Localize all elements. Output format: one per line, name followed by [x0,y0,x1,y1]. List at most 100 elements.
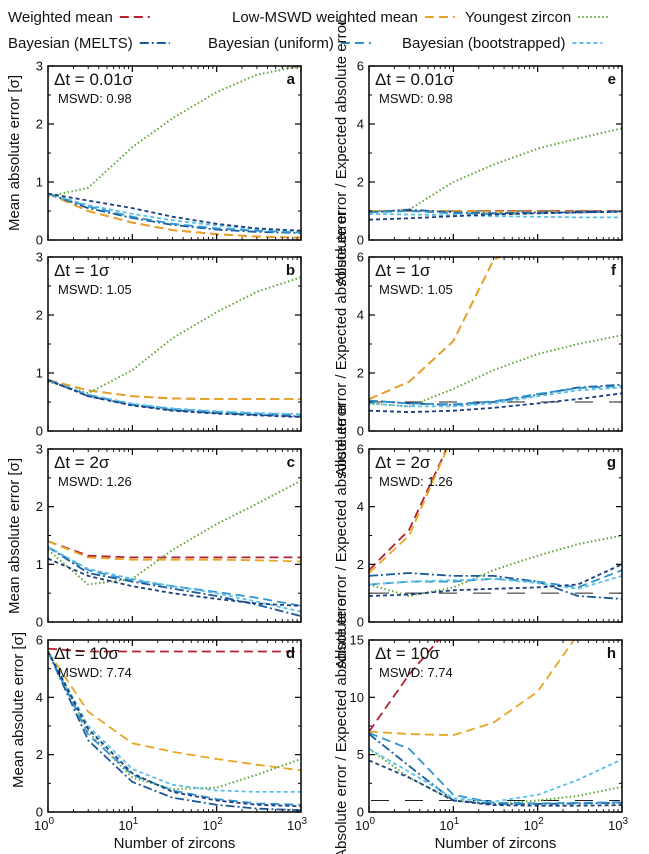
y-tick-label: 0 [357,805,364,820]
series-line [48,379,301,416]
y-tick-label: 0 [357,615,364,630]
panel-letter: f [611,262,617,279]
y-tick-label: 4 [357,117,364,132]
series-line [48,192,301,233]
series-line [369,534,622,597]
series-line [48,379,301,418]
x-tick-exp: 0 [48,816,54,827]
y-axis-label-left: Mean absolute error [σ] [6,75,23,231]
y-axis-label-right: Absolute error / Expected absolute error [333,593,350,854]
series-line [48,651,301,772]
panel-letter: e [608,71,616,88]
series-line [369,748,622,803]
legend-label: Weighted mean [8,9,113,26]
legend-label: Bayesian (MELTS) [8,35,133,52]
series-group [48,66,301,239]
y-tick-label: 0 [357,424,364,439]
y-tick-label: 2 [36,308,43,323]
y-axis-label-right: Absolute error / Expected absolute error [333,403,350,669]
x-tick-label: 102 [203,816,223,833]
series-line [48,651,301,808]
panel-letter: a [287,71,296,88]
series-line [48,546,301,618]
series-line [48,192,301,239]
y-tick-label: 1 [36,175,43,190]
series-line [48,192,301,234]
x-tick-exp: 3 [301,816,307,827]
x-tick-exp: 1 [133,816,139,827]
y-tick-label: 2 [36,117,43,132]
panel-mswd: MSWD: 7.74 [58,665,132,680]
panel-letter: c [287,454,295,471]
y-tick-label: 6 [357,250,364,265]
x-tick-base: 10 [608,818,622,833]
y-tick-label: 2 [357,366,364,381]
series-line [369,759,622,807]
series-line [48,540,301,563]
series-group [48,276,301,418]
legend-label: Bayesian (uniform) [208,35,334,52]
series-line [369,127,622,214]
panel-b: 0 1 2 3 Δt = 1σ MSWD: 1.05 b [36,250,302,439]
series-line [48,651,301,812]
series-line [369,386,622,408]
series-line [369,257,503,400]
panel-e: 0 2 4 6 Δt = 0.01σ MSWD: 0.98 e [357,59,623,248]
panel-a: 0 1 2 3 Δt = 0.01σ MSWD: 0.98 a [36,59,302,248]
y-tick-label: 10 [350,690,364,705]
panel-letter: b [286,262,295,279]
x-tick-base: 10 [287,818,301,833]
series-group [369,127,622,221]
x-tick-label: 103 [287,816,307,833]
panel-mswd: MSWD: 7.74 [379,665,453,680]
y-tick-label: 0 [36,615,43,630]
series-line [48,540,301,559]
series-line [48,479,301,586]
series-line [369,733,622,805]
y-tick-label: 6 [357,442,364,457]
series-line [369,640,576,737]
y-axis-label-right: Absolute error / Expected absolute error [333,211,350,477]
series-group [48,479,301,618]
series-line [369,572,622,600]
series-line [48,546,301,613]
series-line [369,334,622,408]
x-axis-label: Number of zircons [114,835,236,852]
series-line [48,557,301,607]
panel-f: 0 2 4 6 Δt = 1σ MSWD: 1.05 f [357,250,623,439]
x-tick-base: 10 [34,818,48,833]
x-tick-exp: 1 [454,816,460,827]
panel-mswd: MSWD: 0.98 [58,91,132,106]
y-axis-label-left: Mean absolute error [σ] [10,632,27,788]
x-axis-label: Number of zircons [435,835,557,852]
y-tick-label: 4 [357,499,364,514]
y-tick-label: 0 [36,233,43,248]
series-group [369,640,622,807]
x-tick-label: 101 [439,816,459,833]
panel-title: Δt = 10σ [54,644,119,663]
series-line [369,732,622,805]
y-tick-label: 1 [36,557,43,572]
x-tick-base: 10 [118,818,132,833]
y-tick-label: 0 [357,233,364,248]
x-tick-label: 101 [118,816,138,833]
series-group [369,449,622,600]
y-tick-label: 3 [36,250,43,265]
series-line [48,651,301,793]
panel-mswd: MSWD: 0.98 [379,91,453,106]
y-tick-label: 15 [350,633,364,648]
y-tick-label: 4 [36,690,43,705]
x-tick-exp: 2 [538,816,544,827]
series-line [48,379,301,416]
y-tick-label: 6 [357,59,364,74]
series-line [48,651,301,806]
series-line [369,385,622,406]
y-axis-label-right: Absolute error / Expected absolute error [333,20,350,286]
y-tick-label: 2 [36,499,43,514]
y-tick-label: 2 [357,175,364,190]
series-line [369,208,622,215]
panel-mswd: MSWD: 1.26 [58,474,132,489]
x-tick-label: 102 [524,816,544,833]
